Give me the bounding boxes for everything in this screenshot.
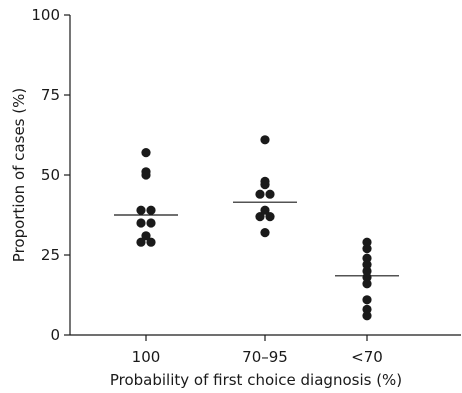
data-point bbox=[255, 212, 265, 222]
data-point bbox=[362, 295, 372, 305]
data-point bbox=[362, 311, 372, 321]
x-tick-label: 100 bbox=[132, 348, 161, 366]
x-tick-label: <70 bbox=[351, 348, 383, 366]
data-point bbox=[362, 260, 372, 270]
data-point bbox=[265, 212, 275, 222]
data-point bbox=[362, 266, 372, 276]
data-point bbox=[136, 237, 146, 247]
axes bbox=[69, 15, 461, 336]
data-point bbox=[146, 205, 156, 215]
data-point bbox=[362, 237, 372, 247]
data-point bbox=[141, 148, 151, 158]
data-point bbox=[255, 189, 265, 199]
data-point bbox=[362, 279, 372, 289]
data-point bbox=[260, 176, 270, 186]
data-point bbox=[141, 167, 151, 177]
data-point bbox=[141, 231, 151, 241]
y-axis-label: Proportion of cases (%) bbox=[10, 88, 28, 262]
data-point bbox=[260, 228, 270, 238]
data-point bbox=[265, 189, 275, 199]
x-ticks: 100 70–95 <70 bbox=[132, 335, 383, 366]
y-tick-label: 50 bbox=[41, 166, 60, 184]
data-points bbox=[136, 135, 372, 321]
data-point bbox=[146, 237, 156, 247]
median-lines bbox=[114, 201, 399, 277]
data-point bbox=[136, 205, 146, 215]
data-point bbox=[260, 135, 270, 145]
x-tick-label: 70–95 bbox=[242, 348, 288, 366]
data-point bbox=[260, 205, 270, 215]
y-ticks: 0 25 50 75 100 bbox=[31, 6, 70, 344]
data-point bbox=[146, 218, 156, 228]
x-axis-label: Probability of first choice diagnosis (%… bbox=[110, 371, 402, 389]
y-tick-label: 25 bbox=[41, 246, 60, 264]
y-tick-label: 0 bbox=[50, 326, 60, 344]
data-point bbox=[362, 272, 372, 282]
y-tick-label: 100 bbox=[31, 6, 60, 24]
data-point bbox=[136, 218, 146, 228]
y-tick-label: 75 bbox=[41, 86, 60, 104]
data-point bbox=[362, 304, 372, 314]
data-point bbox=[362, 253, 372, 263]
data-point bbox=[362, 244, 372, 254]
